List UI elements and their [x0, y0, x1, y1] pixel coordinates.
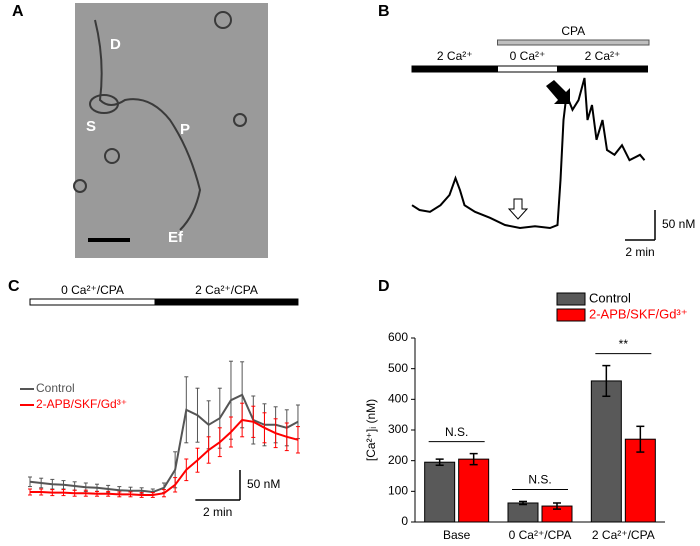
phase-bar: [497, 65, 558, 73]
bar: [424, 461, 456, 523]
y-tick-label: 300: [388, 422, 408, 436]
bar: [507, 502, 539, 523]
phase-bar: [411, 65, 498, 73]
annotation: P: [180, 121, 190, 138]
panel-letter: D: [378, 278, 390, 295]
phase-label: 2 Ca²⁺: [585, 49, 621, 63]
annotation: Ef: [168, 229, 184, 246]
y-tick-label: 100: [388, 484, 408, 498]
panel-letter: C: [8, 278, 20, 295]
phase-bar: [29, 298, 156, 306]
open-arrow: [507, 198, 529, 220]
y-tick-label: 500: [388, 361, 408, 375]
micrograph: [75, 3, 268, 258]
filled-arrow: [546, 80, 570, 104]
trace: [30, 418, 299, 496]
phase-bar: [154, 298, 299, 306]
significance-label: N.S.: [528, 473, 551, 487]
phase-label: 2 Ca²⁺: [437, 49, 473, 63]
cell-outline: [73, 11, 247, 231]
legend-label: Control: [36, 381, 75, 395]
legend-label: Control: [589, 290, 631, 305]
treatment-label: CPA: [561, 24, 585, 38]
significance-label: **: [619, 337, 629, 351]
y-tick-label: 600: [388, 330, 408, 344]
significance-label: N.S.: [445, 425, 468, 439]
x-tick-label: 2 Ca²⁺/CPA: [592, 528, 655, 542]
phase-label: 0 Ca²⁺: [510, 49, 546, 63]
phase-label: 2 Ca²⁺/CPA: [195, 283, 258, 297]
scale-label-y: 50 nM: [247, 477, 280, 491]
y-tick-label: 400: [388, 392, 408, 406]
legend-label: 2-APB/SKF/Gd³⁺: [589, 306, 688, 321]
y-axis-label: [Ca²⁺]ᵢ (nM): [364, 399, 378, 461]
legend-swatch: [556, 292, 586, 306]
y-tick-label: 200: [388, 453, 408, 467]
bar: [624, 438, 656, 523]
phase-label: 0 Ca²⁺/CPA: [61, 283, 124, 297]
legend-swatch: [556, 308, 586, 322]
annotation: S: [86, 118, 96, 135]
annotation: D: [110, 36, 121, 53]
bar: [458, 458, 490, 523]
trace: [411, 77, 646, 230]
x-tick-label: 0 Ca²⁺/CPA: [509, 528, 572, 542]
legend-label: 2-APB/SKF/Gd³⁺: [36, 397, 127, 411]
x-tick-label: Base: [443, 528, 471, 542]
phase-bar: [557, 65, 648, 73]
bar: [590, 380, 622, 523]
panel-letter: B: [378, 3, 390, 20]
scale-label-y: 50 nM: [662, 217, 695, 231]
y-tick-label: 0: [401, 514, 408, 528]
panel-letter: A: [12, 3, 24, 20]
treatment-bar: [497, 39, 650, 46]
scale-label-x: 2 min: [203, 505, 232, 519]
scale-label-x: 2 min: [625, 245, 654, 259]
